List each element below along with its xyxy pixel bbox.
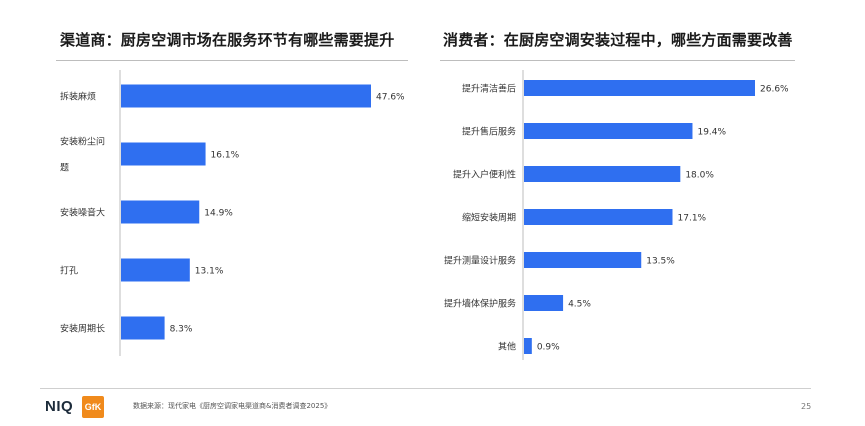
category-label: 提升售后服务 bbox=[462, 126, 516, 138]
bar-value-label: 13.1% bbox=[195, 267, 224, 277]
bar-value-label: 19.4% bbox=[697, 128, 726, 138]
bar bbox=[524, 80, 755, 96]
bar bbox=[121, 200, 200, 224]
bar bbox=[524, 295, 564, 311]
bar-value-label: 47.6% bbox=[376, 93, 405, 103]
bar-value-label: 17.1% bbox=[678, 214, 707, 224]
bar bbox=[121, 258, 190, 282]
bar-value-label: 0.9% bbox=[537, 343, 560, 353]
bar bbox=[121, 142, 206, 166]
bar bbox=[121, 316, 165, 340]
bar bbox=[524, 123, 693, 139]
bar bbox=[524, 166, 681, 182]
footer-divider bbox=[40, 388, 811, 389]
bar-value-label: 8.3% bbox=[170, 325, 193, 335]
bar bbox=[524, 209, 673, 225]
bar bbox=[121, 84, 371, 108]
left-chart-title: 渠道商：厨房空调市场在服务环节有哪些需要提升 bbox=[60, 31, 395, 49]
left-title-divider bbox=[56, 60, 408, 61]
right-bar-chart: 26.6% 提升清洁善后 19.4% 提升售后服务 18.0% 提升入户便利性 17.1% 缩… bbox=[444, 70, 789, 360]
bar-value-label: 13.5% bbox=[646, 257, 675, 267]
data-source-note: 数据来源：现代家电《厨房空调家电渠道商&消费者调查2025》 bbox=[133, 402, 332, 410]
bar-value-label: 16.1% bbox=[211, 151, 240, 161]
category-label: 安装噪音大 bbox=[60, 207, 105, 219]
bar bbox=[524, 338, 532, 354]
category-label: 打孔 bbox=[60, 265, 78, 277]
bar-value-label: 18.0% bbox=[685, 171, 714, 181]
category-label: 提升测量设计服务 bbox=[444, 255, 516, 267]
right-title-divider bbox=[440, 60, 795, 61]
category-label: 其他 bbox=[498, 341, 516, 353]
bar bbox=[524, 252, 642, 268]
page-number: 25 bbox=[801, 402, 812, 411]
category-label: 提升入户便利性 bbox=[453, 169, 516, 181]
niq-logo: NIQ bbox=[45, 398, 74, 415]
category-label: 题 bbox=[60, 163, 69, 174]
category-label: 提升清洁善后 bbox=[462, 83, 516, 95]
category-label: 安装粉尘问 bbox=[60, 136, 105, 148]
category-label: 缩短安装周期 bbox=[462, 212, 516, 224]
category-label: 拆装麻烦 bbox=[60, 91, 96, 103]
bar-value-label: 14.9% bbox=[204, 209, 233, 219]
bar-value-label: 4.5% bbox=[568, 300, 591, 310]
right-chart-title: 消费者：在厨房空调安装过程中，哪些方面需要改善 bbox=[443, 31, 793, 49]
bar-value-label: 26.6% bbox=[760, 85, 789, 95]
category-label: 提升墙体保护服务 bbox=[444, 298, 516, 310]
category-label: 安装周期长 bbox=[60, 323, 105, 335]
gfk-logo: GfK bbox=[82, 396, 104, 418]
